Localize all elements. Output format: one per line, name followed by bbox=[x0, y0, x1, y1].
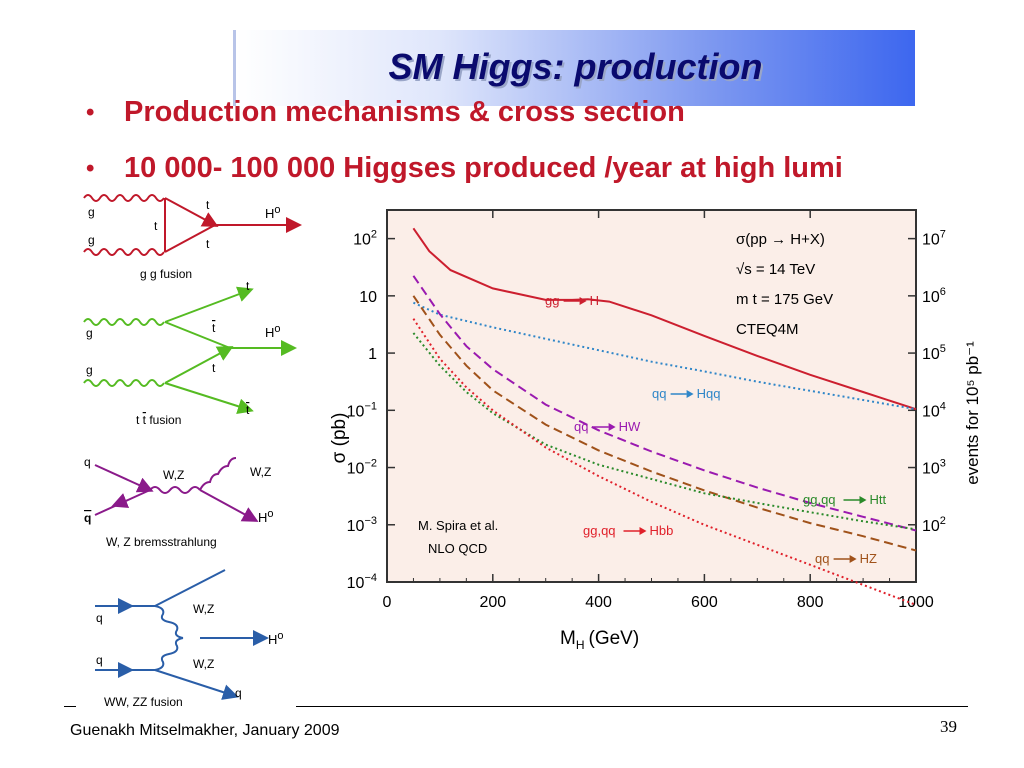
diagram-vbf-fusion: q W,Z Ho q W,Z q WW, ZZ fusion bbox=[95, 569, 284, 709]
y2-tick-label: 107 bbox=[922, 229, 946, 249]
label-t-lower: t bbox=[206, 237, 210, 251]
slide-title: SM Higgs: production bbox=[388, 46, 763, 87]
series-line-0 bbox=[412, 227, 917, 411]
label-g-top: g bbox=[88, 205, 95, 219]
bullet-1-text: Production mechanisms & cross section bbox=[124, 96, 685, 128]
svg-text:H: H bbox=[590, 293, 599, 308]
label-g-top: g bbox=[86, 326, 93, 340]
svg-text:HW: HW bbox=[619, 419, 641, 434]
curve-label-4: gg,qq Hbb bbox=[583, 523, 673, 538]
series-line-1 bbox=[412, 301, 917, 411]
y2-tick-label: 104 bbox=[922, 400, 946, 420]
x-tick-label: 400 bbox=[585, 594, 612, 611]
page-number: 39 bbox=[940, 717, 957, 736]
credit-line-2: NLO QCD bbox=[428, 541, 487, 556]
label-wz-top: W,Z bbox=[193, 602, 214, 616]
info-line-4: CTEQ4M bbox=[736, 321, 799, 338]
y2-tick-label: 102 bbox=[922, 515, 946, 535]
label-g-bottom: g bbox=[86, 363, 93, 377]
label-t-top: t bbox=[246, 279, 250, 293]
label-tbar-mid: t bbox=[212, 321, 216, 335]
label-higgs: Ho bbox=[258, 508, 274, 525]
info-line-3: m t = 175 GeV bbox=[736, 291, 833, 308]
y-tick-label: 10−3 bbox=[347, 515, 377, 535]
label-t-upper: t bbox=[206, 198, 210, 212]
svg-text:qq: qq bbox=[574, 419, 588, 434]
bullet-dot: • bbox=[86, 155, 95, 182]
label-higgs: Ho bbox=[268, 630, 284, 647]
y-tick-label: 10−4 bbox=[347, 572, 377, 592]
label-qbar: q bbox=[84, 511, 91, 525]
label-t-mid2: t bbox=[212, 361, 216, 375]
label-q: q bbox=[84, 455, 91, 469]
svg-text:Hqq: Hqq bbox=[697, 386, 721, 401]
caption-ttbar-fusion: t t fusion bbox=[136, 413, 181, 427]
y2-tick-label: 103 bbox=[922, 458, 946, 478]
footer-rule-left bbox=[64, 706, 76, 707]
y-tick-label: 102 bbox=[353, 229, 377, 249]
label-q-top: q bbox=[96, 611, 103, 625]
series-line-2 bbox=[412, 275, 917, 532]
caption-vbf-fusion: WW, ZZ fusion bbox=[104, 695, 183, 709]
label-wz-out: W,Z bbox=[250, 465, 271, 479]
x-tick-label: 600 bbox=[691, 594, 718, 611]
y-tick-label: 1 bbox=[368, 346, 377, 363]
label-wz-mid: W,Z bbox=[163, 468, 184, 482]
svg-text:qq: qq bbox=[815, 551, 829, 566]
diagram-gg-fusion: g g t t t Ho g g fusion bbox=[83, 194, 302, 281]
info-line-1: σ(pp → H+X) bbox=[736, 231, 825, 248]
curve-label-3: gg,qq Htt bbox=[803, 492, 887, 507]
plot-area bbox=[386, 209, 917, 583]
label-g-bottom: g bbox=[88, 233, 95, 247]
x-axis-label: MH (GeV) bbox=[560, 628, 639, 652]
bullet-dot: • bbox=[86, 99, 95, 126]
diagram-wz-bremsstrahlung: q W,Z W,Z q Ho W, Z bremsstrahlung bbox=[84, 455, 274, 549]
title-bar: SM Higgs: production bbox=[233, 30, 915, 106]
svg-text:Htt: Htt bbox=[870, 492, 887, 507]
curve-label-2: qq HW bbox=[574, 419, 641, 434]
curve-label-5: qq HZ bbox=[815, 551, 877, 566]
x-tick-label: 1000 bbox=[898, 594, 934, 611]
y-tick-label: 10−2 bbox=[347, 458, 377, 478]
svg-text:Hbb: Hbb bbox=[650, 523, 674, 538]
info-line-2: √s = 14 TeV bbox=[736, 261, 815, 278]
label-q-bottom: q bbox=[96, 653, 103, 667]
svg-text:gg,qq: gg,qq bbox=[803, 492, 836, 507]
svg-text:gg: gg bbox=[545, 293, 559, 308]
bullet-2-text: 10 000- 100 000 Higgses produced /year a… bbox=[124, 152, 843, 184]
y2-axis-label: events for 10⁵ pb⁻¹ bbox=[963, 341, 982, 485]
y-axis-label: σ (pb) bbox=[329, 413, 350, 464]
footer-rule bbox=[296, 706, 968, 707]
y-tick-label: 10−1 bbox=[347, 400, 377, 420]
footer-author: Guenakh Mitselmakher, January 2009 bbox=[70, 722, 340, 739]
curve-label-1: qq Hqq bbox=[652, 386, 720, 401]
x-tick-label: 800 bbox=[797, 594, 824, 611]
y2-tick-label: 106 bbox=[922, 286, 946, 306]
curve-label-0: gg H bbox=[545, 293, 599, 308]
label-higgs: Ho bbox=[265, 323, 281, 340]
label-higgs: Ho bbox=[265, 204, 281, 221]
series-line-3 bbox=[412, 295, 917, 552]
x-tick-label: 0 bbox=[383, 594, 392, 611]
svg-text:HZ: HZ bbox=[860, 551, 877, 566]
caption-gg-fusion: g g fusion bbox=[140, 267, 192, 281]
label-wz-bottom: W,Z bbox=[193, 657, 214, 671]
x-tick-label: 200 bbox=[479, 594, 506, 611]
svg-text:qq: qq bbox=[652, 386, 666, 401]
series-line-5 bbox=[412, 318, 917, 606]
y2-tick-label: 105 bbox=[922, 343, 946, 363]
credit-line-1: M. Spira et al. bbox=[418, 518, 498, 533]
y-tick-label: 10 bbox=[359, 289, 377, 306]
caption-wz-bremsstrahlung: W, Z bremsstrahlung bbox=[106, 535, 217, 549]
label-q-out: q bbox=[235, 686, 242, 700]
label-t-mid: t bbox=[154, 219, 158, 233]
diagram-ttbar-fusion: t g t Ho g t t t t fusion bbox=[83, 279, 297, 427]
label-tbar-bottom: t bbox=[246, 403, 250, 417]
svg-text:gg,qq: gg,qq bbox=[583, 523, 616, 538]
